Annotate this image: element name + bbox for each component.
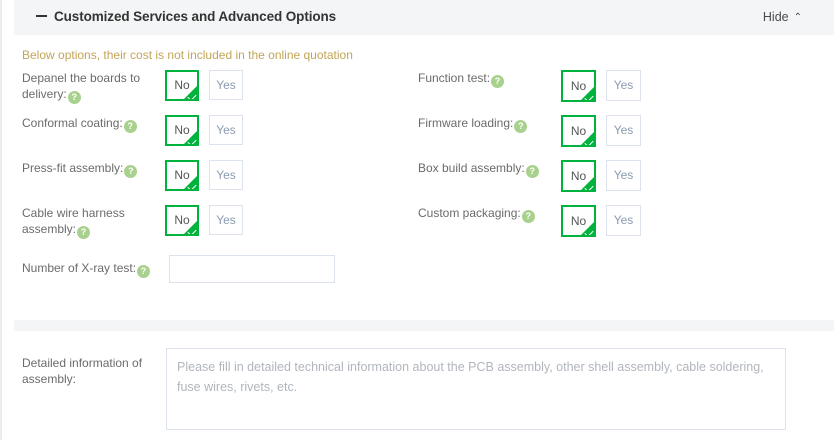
option-row-cable-wire-harness-assembly: Cable wire harness assembly:? No Yes: [22, 205, 412, 250]
option-label: Cable wire harness assembly:?: [22, 205, 177, 239]
option-label-text: Press-fit assembly:: [22, 161, 124, 175]
help-icon[interactable]: ?: [491, 75, 505, 88]
option-label-text: Custom packaging:: [418, 206, 521, 220]
selected-corner-icon: [183, 175, 197, 189]
option-label-text: Function test:: [418, 71, 491, 85]
toggle-group-depanel: No Yes: [165, 70, 243, 101]
option-label-text: Cable wire harness assembly:: [22, 206, 125, 236]
help-icon[interactable]: ?: [137, 265, 151, 278]
section-divider: [14, 320, 834, 331]
toggle-group-box-build-assembly: No Yes: [561, 160, 641, 192]
option-label-text: Depanel the boards to delivery:: [22, 71, 141, 101]
option-no-button[interactable]: No: [165, 160, 199, 191]
help-icon[interactable]: ?: [123, 120, 137, 133]
selected-corner-icon: [580, 86, 594, 100]
option-no-button[interactable]: No: [561, 70, 596, 102]
help-icon[interactable]: ?: [525, 165, 539, 178]
option-yes-button[interactable]: Yes: [606, 70, 641, 101]
help-icon[interactable]: ?: [521, 210, 535, 223]
option-label: Conformal coating:?: [22, 115, 162, 133]
minus-icon[interactable]: [36, 15, 47, 18]
option-label: Box build assembly:?: [418, 160, 558, 178]
selected-corner-icon: [580, 176, 594, 190]
yes-label: Yes: [216, 213, 236, 227]
yes-label: Yes: [216, 78, 236, 92]
xray-label: Number of X-ray test:?: [22, 261, 151, 278]
help-icon[interactable]: ?: [514, 120, 528, 133]
option-row-firmware-loading: Firmware loading:? No Yes: [418, 115, 818, 160]
option-no-button[interactable]: No: [165, 115, 199, 146]
yes-label: Yes: [216, 168, 236, 182]
option-yes-button[interactable]: Yes: [209, 205, 243, 235]
option-label: Firmware loading:?: [418, 115, 558, 133]
option-yes-button[interactable]: Yes: [606, 115, 641, 146]
help-icon[interactable]: ?: [124, 165, 138, 178]
xray-count-input[interactable]: [169, 255, 335, 283]
selected-corner-icon: [580, 131, 594, 145]
option-no-button[interactable]: No: [165, 70, 199, 101]
hide-label: Hide: [762, 10, 789, 24]
page-title: Customized Services and Advanced Options: [36, 9, 336, 24]
option-label-text: Conformal coating:: [22, 116, 123, 130]
option-row-function-test: Function test:? No Yes: [418, 70, 818, 115]
yes-label: Yes: [216, 123, 236, 137]
selected-corner-icon: [580, 221, 594, 235]
option-no-button[interactable]: No: [561, 205, 596, 237]
toggle-group-firmware-loading: No Yes: [561, 115, 641, 147]
option-label: Press-fit assembly:?: [22, 160, 162, 178]
option-no-button[interactable]: No: [165, 205, 199, 236]
detail-information-textarea[interactable]: [166, 348, 786, 430]
option-no-button[interactable]: No: [561, 160, 596, 192]
selected-corner-icon: [183, 130, 197, 144]
toggle-group-cable-wire-harness-assembly: No Yes: [165, 205, 243, 236]
selected-corner-icon: [183, 220, 197, 234]
option-label: Depanel the boards to delivery:?: [22, 70, 177, 104]
yes-label: Yes: [613, 123, 634, 137]
toggle-group-custom-packaging: No Yes: [561, 205, 641, 237]
option-yes-button[interactable]: Yes: [606, 160, 641, 191]
option-yes-button[interactable]: Yes: [606, 205, 641, 236]
xray-label-text: Number of X-ray test:: [22, 261, 137, 275]
toggle-group-press-fit-assembly: No Yes: [165, 160, 243, 191]
option-yes-button[interactable]: Yes: [209, 70, 243, 100]
option-row-press-fit-assembly: Press-fit assembly:? No Yes: [22, 160, 412, 205]
hide-toggle-button[interactable]: Hide ⌃: [763, 10, 802, 24]
option-row-conformal-coating: Conformal coating:? No Yes: [22, 115, 412, 160]
option-row-box-build-assembly: Box build assembly:? No Yes: [418, 160, 818, 205]
yes-label: Yes: [613, 213, 634, 227]
cost-notice: Below options, their cost is not include…: [22, 48, 353, 62]
detail-label: Detailed information of assembly:: [22, 356, 143, 386]
option-label-text: Firmware loading:: [418, 116, 514, 130]
option-yes-button[interactable]: Yes: [209, 160, 243, 190]
yes-label: Yes: [613, 78, 634, 92]
yes-label: Yes: [613, 168, 634, 182]
option-no-button[interactable]: No: [561, 115, 596, 147]
option-row-custom-packaging: Custom packaging:? No Yes: [418, 205, 818, 250]
toggle-group-function-test: No Yes: [561, 70, 641, 102]
options-grid: Depanel the boards to delivery:? No Yes C…: [2, 70, 834, 300]
xray-test-row: Number of X-ray test:?: [22, 255, 422, 285]
toggle-group-conformal-coating: No Yes: [165, 115, 243, 146]
option-yes-button[interactable]: Yes: [209, 115, 243, 145]
chevron-up-icon: ⌃: [793, 12, 802, 23]
selected-corner-icon: [183, 85, 197, 99]
option-row-depanel: Depanel the boards to delivery:? No Yes: [22, 70, 412, 115]
help-icon[interactable]: ?: [67, 91, 81, 104]
panel-header: Customized Services and Advanced Options…: [14, 0, 834, 35]
option-label: Function test:?: [418, 70, 558, 88]
panel-title-text: Customized Services and Advanced Options: [54, 9, 337, 24]
help-icon[interactable]: ?: [77, 226, 91, 239]
option-label-text: Box build assembly:: [418, 161, 525, 175]
option-label: Custom packaging:?: [418, 205, 558, 223]
